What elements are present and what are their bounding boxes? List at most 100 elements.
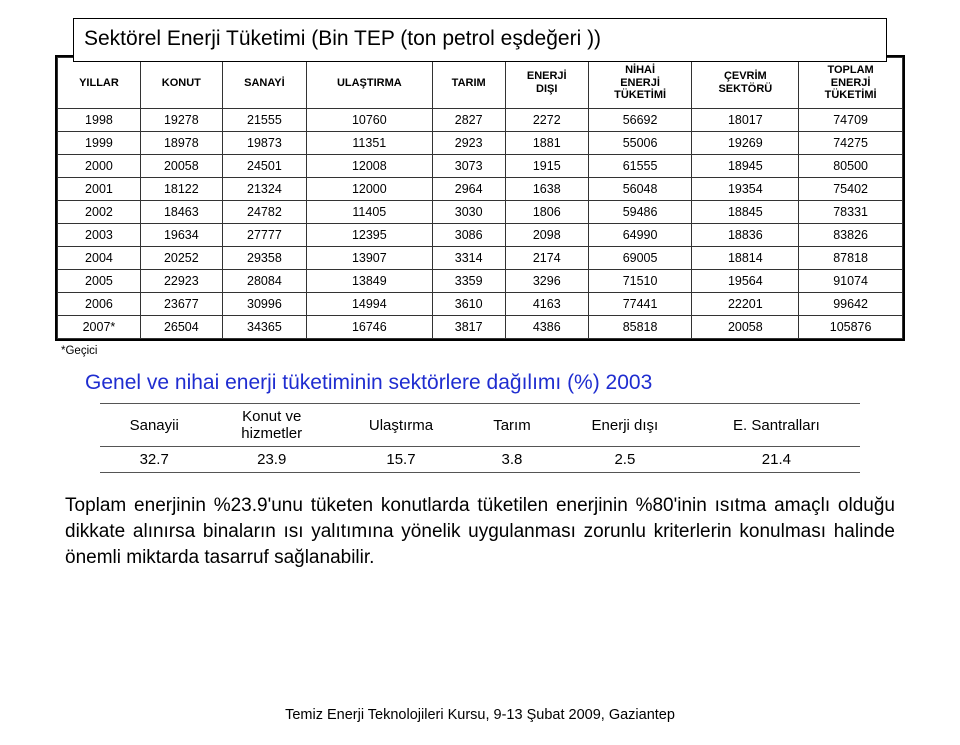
table-cell: 19354	[692, 177, 799, 200]
table-cell: 87818	[799, 246, 903, 269]
table-cell: 19564	[692, 269, 799, 292]
main-table-header: TOPLAMENERJİTÜKETİMİ	[799, 58, 903, 109]
table-cell: 2006	[58, 292, 141, 315]
table-cell: 19873	[222, 131, 306, 154]
page-title: Sektörel Enerji Tüketimi (Bin TEP (ton p…	[84, 27, 601, 50]
page-root: Sektörel Enerji Tüketimi (Bin TEP (ton p…	[0, 0, 960, 580]
table-cell: 2923	[432, 131, 505, 154]
table-cell: 3817	[432, 315, 505, 338]
small-table-header: E. Santralları	[693, 403, 860, 447]
table-cell: 1881	[505, 131, 588, 154]
table-cell: 2174	[505, 246, 588, 269]
table-cell: 80500	[799, 154, 903, 177]
table-cell: 59486	[588, 200, 692, 223]
small-table-header: Ulaştırma	[335, 403, 467, 447]
table-cell: 2827	[432, 108, 505, 131]
table-cell: 24782	[222, 200, 306, 223]
table-row: 2003196342777712395308620986499018836838…	[58, 223, 903, 246]
table-cell: 2964	[432, 177, 505, 200]
table-cell: 10760	[307, 108, 433, 131]
table-cell: 2005	[58, 269, 141, 292]
table-cell: 34365	[222, 315, 306, 338]
table-cell: 77441	[588, 292, 692, 315]
small-table-cell: 23.9	[208, 447, 335, 473]
main-table-header: YILLAR	[58, 58, 141, 109]
table-cell: 18978	[140, 131, 222, 154]
percentage-table: SanayiiKonut vehizmetlerUlaştırmaTarımEn…	[100, 403, 860, 474]
table-cell: 12000	[307, 177, 433, 200]
table-cell: 64990	[588, 223, 692, 246]
gecici-note: *Geçici	[61, 345, 905, 357]
table-cell: 56048	[588, 177, 692, 200]
table-cell: 18945	[692, 154, 799, 177]
table-row: 2002184632478211405303018065948618845783…	[58, 200, 903, 223]
table-cell: 21324	[222, 177, 306, 200]
main-table-header: SANAYİ	[222, 58, 306, 109]
table-cell: 56692	[588, 108, 692, 131]
table-cell: 55006	[588, 131, 692, 154]
table-cell: 16746	[307, 315, 433, 338]
table-cell: 11351	[307, 131, 433, 154]
table-cell: 23677	[140, 292, 222, 315]
table-cell: 2001	[58, 177, 141, 200]
table-cell: 24501	[222, 154, 306, 177]
small-table-cell: 21.4	[693, 447, 860, 473]
table-cell: 83826	[799, 223, 903, 246]
table-cell: 20058	[692, 315, 799, 338]
table-cell: 28084	[222, 269, 306, 292]
table-cell: 26504	[140, 315, 222, 338]
table-cell: 4386	[505, 315, 588, 338]
table-cell: 3314	[432, 246, 505, 269]
table-cell: 12395	[307, 223, 433, 246]
table-cell: 22923	[140, 269, 222, 292]
small-table-header: Tarım	[467, 403, 557, 447]
table-cell: 12008	[307, 154, 433, 177]
table-cell: 3359	[432, 269, 505, 292]
table-cell: 105876	[799, 315, 903, 338]
footer-text: Temiz Enerji Teknolojileri Kursu, 9-13 Ş…	[0, 707, 960, 723]
table-cell: 61555	[588, 154, 692, 177]
table-cell: 19269	[692, 131, 799, 154]
main-table-header: NİHAİENERJİTÜKETİMİ	[588, 58, 692, 109]
table-cell: 22201	[692, 292, 799, 315]
table-cell: 2007*	[58, 315, 141, 338]
table-cell: 2004	[58, 246, 141, 269]
body-paragraph: Toplam enerjinin %23.9'unu tüketen konut…	[65, 493, 895, 570]
main-table-header: TARIM	[432, 58, 505, 109]
table-cell: 74275	[799, 131, 903, 154]
table-cell: 3073	[432, 154, 505, 177]
table-row: 2000200582450112008307319156155518945805…	[58, 154, 903, 177]
table-cell: 3030	[432, 200, 505, 223]
small-table-cell: 3.8	[467, 447, 557, 473]
small-table-cell: 15.7	[335, 447, 467, 473]
table-cell: 2002	[58, 200, 141, 223]
table-cell: 18463	[140, 200, 222, 223]
table-cell: 1998	[58, 108, 141, 131]
table-cell: 14994	[307, 292, 433, 315]
small-table-cell: 32.7	[100, 447, 208, 473]
table-cell: 2000	[58, 154, 141, 177]
table-cell: 18814	[692, 246, 799, 269]
title-box: Sektörel Enerji Tüketimi (Bin TEP (ton p…	[73, 18, 887, 62]
table-cell: 2098	[505, 223, 588, 246]
table-cell: 18122	[140, 177, 222, 200]
table-cell: 2272	[505, 108, 588, 131]
table-row: 2005229232808413849335932967151019564910…	[58, 269, 903, 292]
main-data-table: YILLARKONUTSANAYİULAŞTIRMATARIMENERJİDIŞ…	[57, 57, 903, 339]
table-row: 2004202522935813907331421746900518814878…	[58, 246, 903, 269]
table-cell: 19278	[140, 108, 222, 131]
table-row: 1998192782155510760282722725669218017747…	[58, 108, 903, 131]
main-table-header: ÇEVRİMSEKTÖRÜ	[692, 58, 799, 109]
section-heading: Genel ve nihai enerji tüketiminin sektör…	[85, 371, 905, 395]
table-cell: 3296	[505, 269, 588, 292]
main-table-container: YILLARKONUTSANAYİULAŞTIRMATARIMENERJİDIŞ…	[55, 55, 905, 341]
table-cell: 3610	[432, 292, 505, 315]
small-table-header: Sanayii	[100, 403, 208, 447]
table-cell: 13849	[307, 269, 433, 292]
table-cell: 78331	[799, 200, 903, 223]
small-table-header: Enerji dışı	[557, 403, 693, 447]
table-cell: 71510	[588, 269, 692, 292]
table-cell: 1915	[505, 154, 588, 177]
small-table-header: Konut vehizmetler	[208, 403, 335, 447]
table-cell: 29358	[222, 246, 306, 269]
